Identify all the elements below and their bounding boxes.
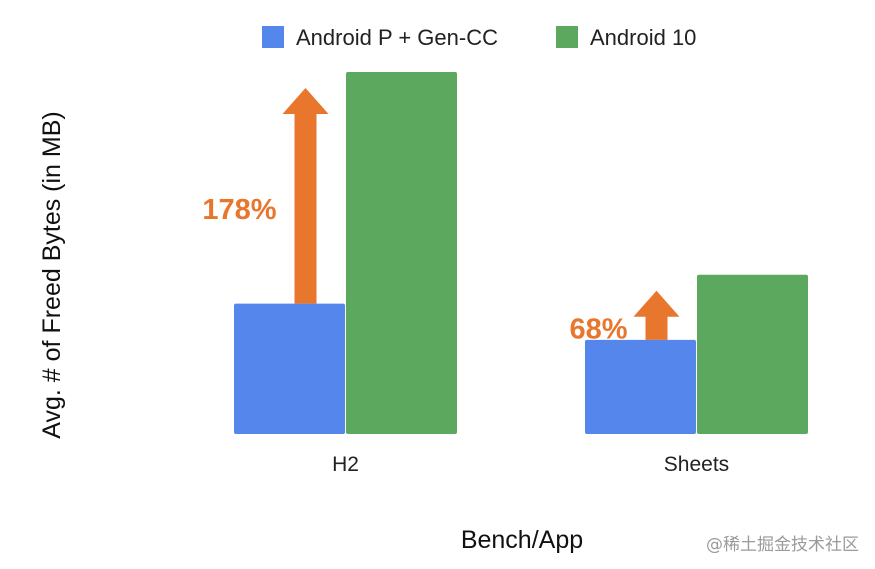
bar-h2-series-1 [234, 303, 345, 434]
growth-arrow-sheets [633, 290, 680, 340]
bar-sheets-series-1 [585, 339, 696, 434]
x-tick-label-h2: H2 [332, 453, 359, 476]
x-axis-title: Bench/App [461, 526, 583, 554]
legend-swatch-series-2 [556, 26, 578, 48]
legend: Android P + Gen-CC Android 10 [262, 25, 696, 50]
bar-sheets-series-2 [697, 274, 808, 434]
legend-label-series-1: Android P + Gen-CC [296, 25, 498, 50]
growth-label-h2: 178% [202, 194, 276, 226]
bar-h2-series-2 [346, 72, 457, 434]
x-tick-labels: H2 Sheets [332, 453, 729, 476]
x-tick-label-sheets: Sheets [664, 453, 729, 476]
legend-swatch-series-1 [262, 26, 284, 48]
growth-arrow-h2 [282, 88, 329, 304]
y-axis-title: Avg. # of Freed Bytes (in MB) [38, 111, 66, 438]
legend-label-series-2: Android 10 [590, 25, 696, 50]
bars [234, 72, 808, 434]
watermark: @稀土掘金技术社区 [706, 535, 859, 555]
growth-annotations: 178% 68% [202, 88, 680, 345]
growth-label-sheets: 68% [569, 313, 627, 345]
